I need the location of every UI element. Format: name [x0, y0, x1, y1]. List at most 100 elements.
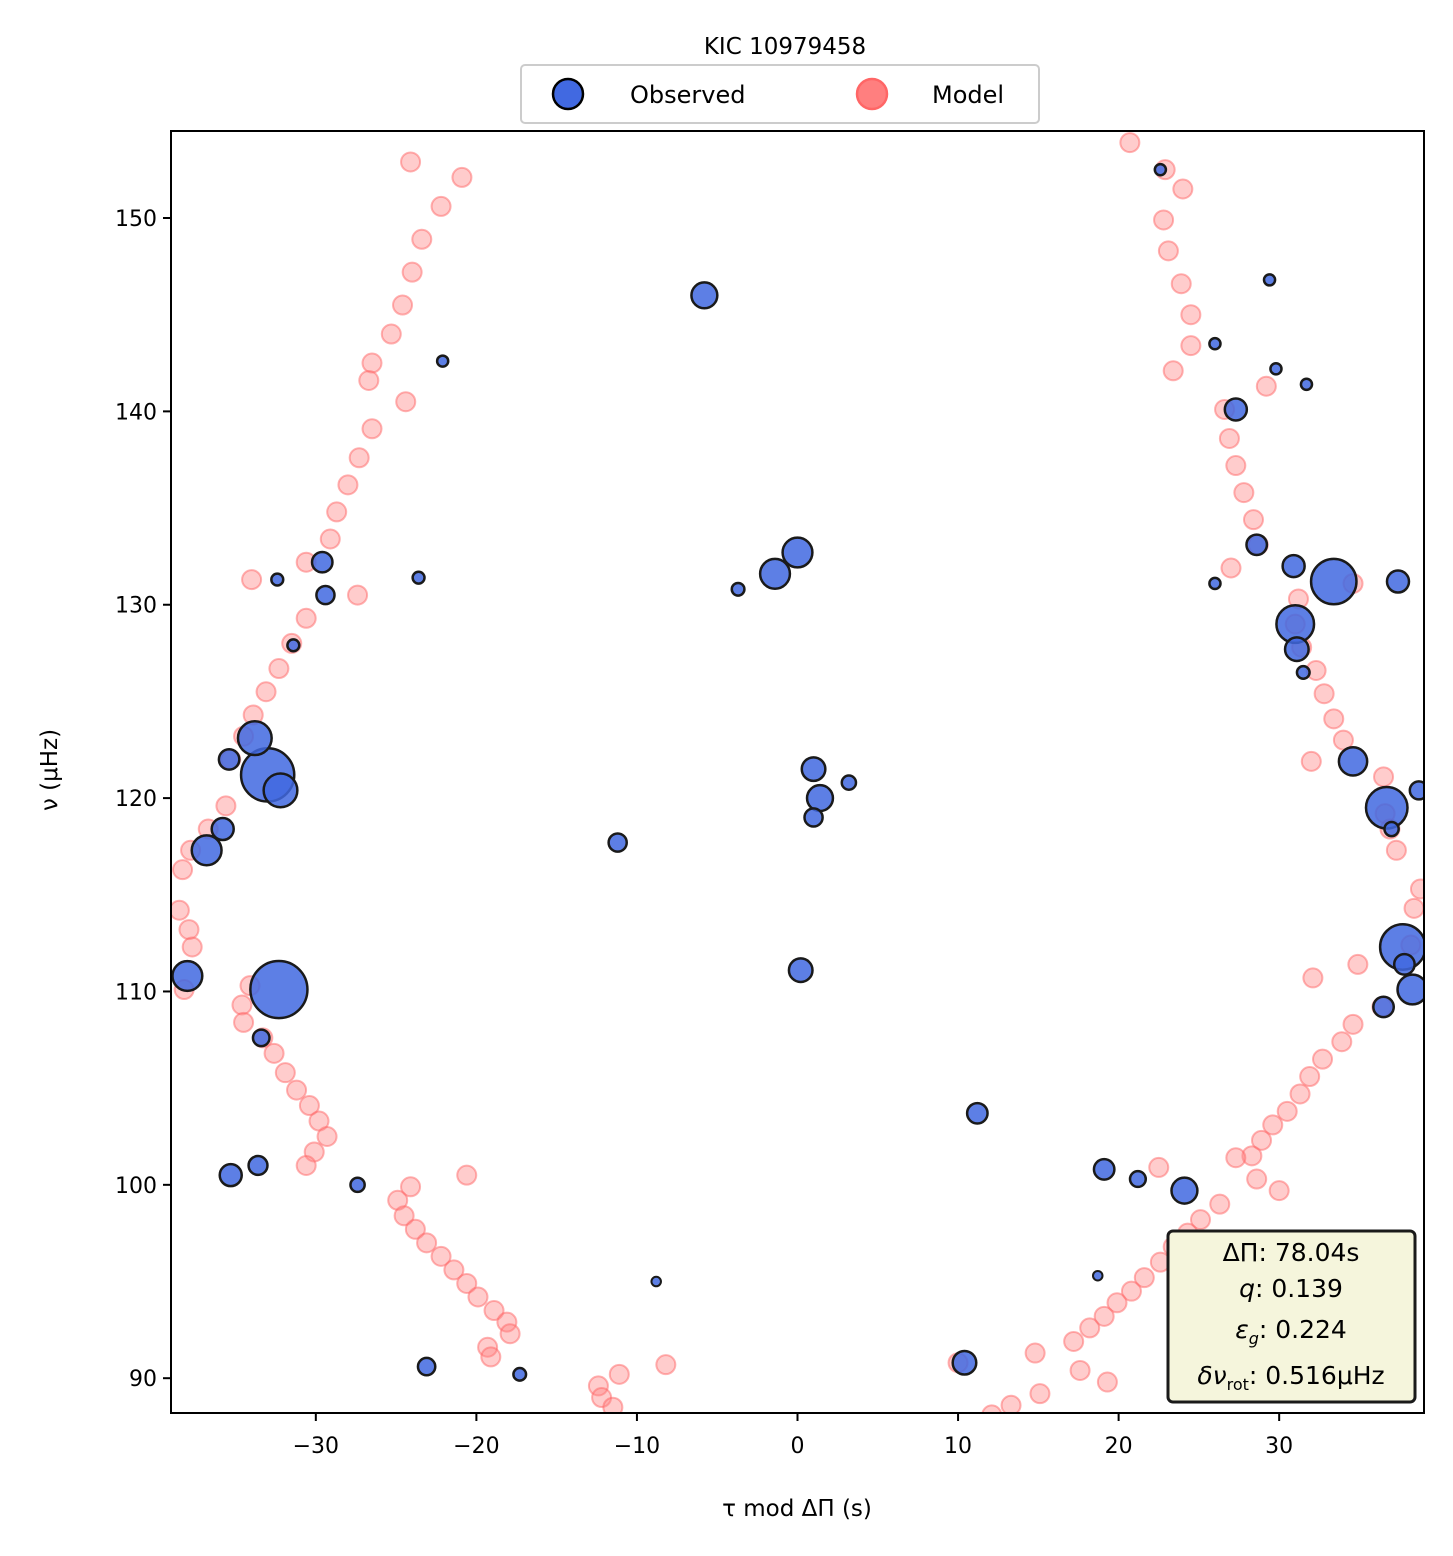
- model-point: [1299, 1066, 1321, 1088]
- y-tick-label: 120: [115, 787, 157, 812]
- observed-point: [805, 783, 835, 813]
- model-point: [1385, 839, 1407, 861]
- model-point: [347, 584, 369, 606]
- observed-point: [171, 959, 204, 993]
- legend-observed-label: Observed: [630, 81, 745, 109]
- param-epsilon-sub: g: [1249, 1329, 1259, 1348]
- observed-point: [800, 756, 827, 783]
- model-point: [215, 795, 237, 817]
- model-point: [587, 1375, 609, 1397]
- y-tick-label: 110: [115, 980, 157, 1005]
- model-point: [263, 1042, 285, 1064]
- observed-point: [1383, 820, 1400, 838]
- x-axis-label: τ mod ΔΠ (s): [722, 1496, 872, 1522]
- observed-point: [512, 1366, 528, 1382]
- model-point: [361, 418, 383, 440]
- model-point: [499, 1323, 521, 1345]
- model-point: [231, 994, 253, 1016]
- model-point: [1403, 897, 1424, 919]
- model-point: [1331, 1031, 1353, 1053]
- observed-point: [1281, 553, 1306, 579]
- observed-point: [435, 354, 450, 368]
- model-point: [392, 294, 414, 316]
- observed-point: [1170, 1176, 1199, 1205]
- observed-point: [286, 638, 301, 653]
- legend-observed-marker: [551, 77, 585, 111]
- observed-point: [730, 581, 746, 597]
- observed-point: [1128, 1169, 1148, 1189]
- model-point: [1162, 360, 1184, 382]
- model-point: [361, 352, 383, 374]
- model-point: [172, 859, 194, 881]
- param-rotation: δνrot: 0.516μHz: [1197, 1361, 1384, 1394]
- y-tick-label: 130: [115, 594, 157, 619]
- model-point: [1342, 1013, 1364, 1035]
- model-point: [602, 1396, 624, 1413]
- plot-frame: [170, 130, 1425, 1414]
- observed-point: [758, 557, 792, 590]
- observed-point: [247, 1154, 269, 1177]
- observed-point: [1269, 362, 1283, 376]
- model-point: [1312, 1048, 1334, 1070]
- observed-point: [1283, 636, 1310, 663]
- model-point: [241, 569, 263, 591]
- observed-point: [190, 834, 223, 867]
- x-tick-label: 20: [1105, 1434, 1133, 1459]
- y-tick-label: 100: [115, 1174, 157, 1199]
- observed-point: [210, 816, 235, 842]
- model-point: [400, 151, 422, 173]
- observed-point: [650, 1275, 662, 1288]
- model-point: [1242, 509, 1264, 531]
- observed-point: [1392, 952, 1416, 976]
- model-point: [1063, 1330, 1085, 1352]
- model-point: [400, 1176, 422, 1198]
- observed-point: [262, 772, 299, 809]
- model-point: [451, 166, 473, 188]
- observed-point: [270, 572, 285, 587]
- model-point: [380, 323, 402, 345]
- model-point: [1220, 557, 1242, 579]
- model-point: [411, 228, 433, 250]
- model-point: [171, 899, 190, 921]
- observed-point: [249, 959, 309, 1020]
- model-point: [1000, 1394, 1022, 1413]
- model-point: [274, 1062, 296, 1084]
- model-point: [443, 1259, 465, 1281]
- model-point: [483, 1300, 505, 1322]
- observed-point: [840, 774, 858, 791]
- observed-point: [1092, 1157, 1116, 1181]
- model-point: [268, 658, 290, 680]
- model-point: [337, 474, 359, 496]
- model-point: [1133, 1267, 1155, 1289]
- model-point: [178, 919, 200, 941]
- observed-point: [1309, 557, 1358, 606]
- model-point: [1093, 1305, 1115, 1327]
- model-point: [1119, 132, 1141, 154]
- model-point: [1096, 1371, 1118, 1393]
- model-point: [1262, 1114, 1284, 1136]
- observed-point: [1223, 397, 1249, 422]
- observed-point: [1372, 995, 1396, 1019]
- model-point: [1302, 967, 1324, 989]
- param-coupling: q: 0.139: [1239, 1274, 1343, 1303]
- y-tick-label: 90: [129, 1367, 157, 1392]
- model-point: [1241, 1145, 1263, 1167]
- x-tick-label: 30: [1265, 1434, 1293, 1459]
- y-axis-label: ν (μHz): [37, 729, 63, 811]
- legend-box: [520, 64, 1040, 124]
- observed-point: [607, 832, 628, 853]
- model-point: [456, 1164, 478, 1186]
- model-point: [1289, 1083, 1311, 1105]
- model-point: [1347, 953, 1369, 975]
- model-point: [496, 1311, 518, 1333]
- model-point: [1106, 1292, 1128, 1314]
- observed-point: [251, 1028, 271, 1048]
- x-tick-label: −10: [614, 1434, 660, 1459]
- x-tick-label: 0: [791, 1434, 805, 1459]
- model-point: [608, 1363, 630, 1385]
- model-point: [1120, 1280, 1142, 1302]
- model-point: [1251, 1129, 1273, 1151]
- model-point: [1225, 455, 1247, 477]
- observed-point: [310, 550, 334, 574]
